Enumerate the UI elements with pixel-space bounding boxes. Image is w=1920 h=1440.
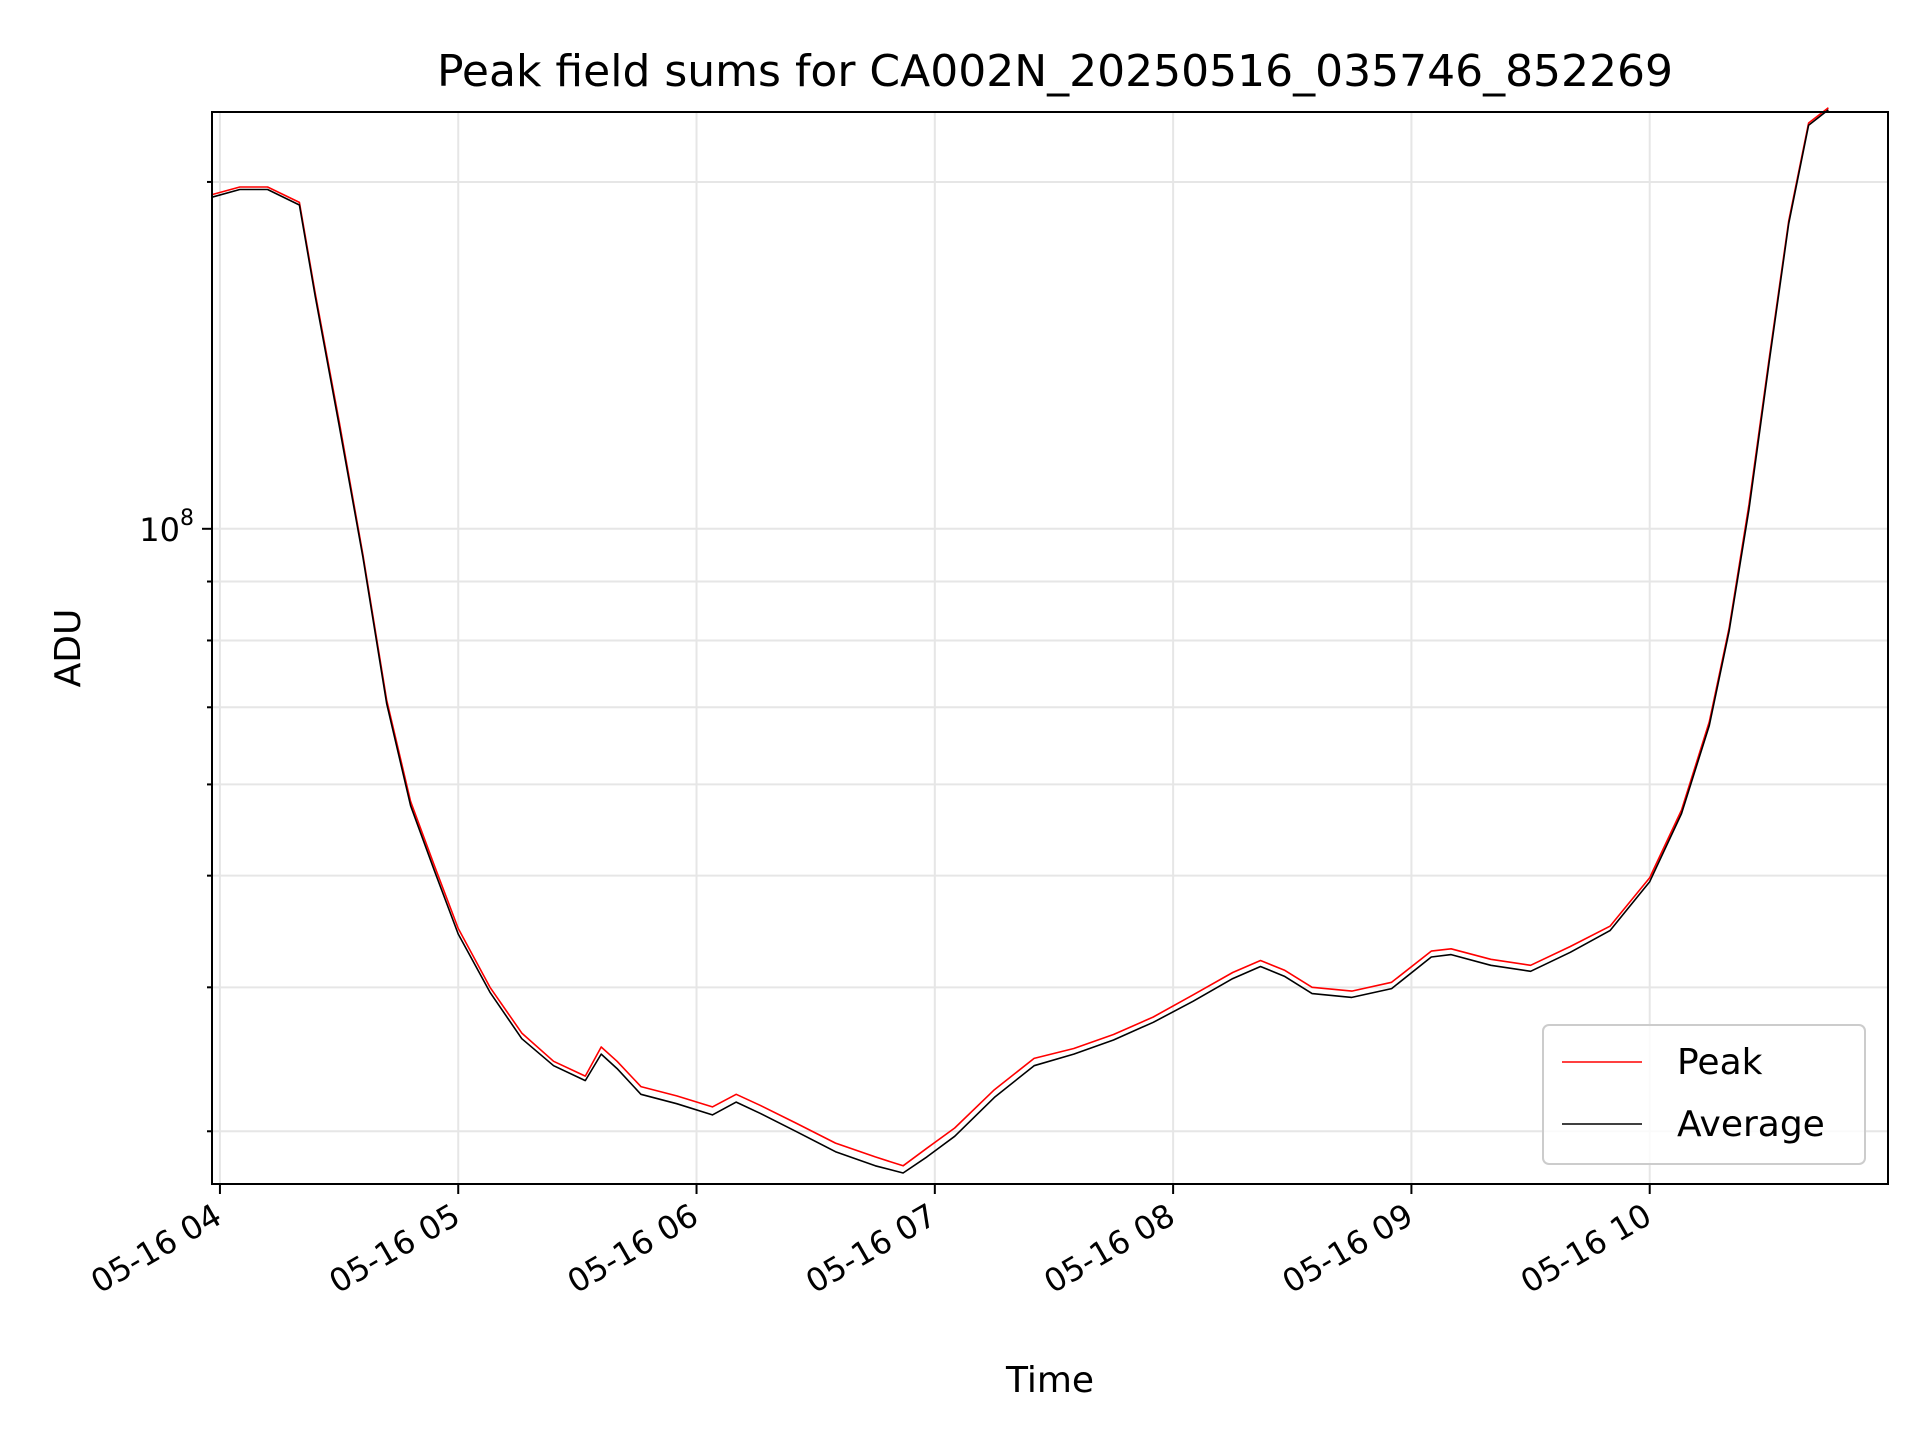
plot-area-frame (211, 111, 1889, 1185)
chart-title: Peak field sums for CA002N_20250516_0357… (437, 46, 1673, 97)
y-axis-ticks: 108 (139, 180, 212, 1133)
legend-label-peak: Peak (1677, 1042, 1763, 1083)
series-line-average (211, 109, 1829, 1174)
legend-box (1542, 1024, 1866, 1165)
y-axis-label: ADU (48, 609, 89, 688)
x-axis-label: Time (1005, 1360, 1094, 1401)
legend: Peak Average (1542, 1024, 1866, 1165)
series-line-peak (211, 107, 1829, 1167)
series-lines (211, 107, 1829, 1174)
grid (212, 112, 1888, 1184)
legend-label-average: Average (1677, 1104, 1825, 1145)
y-tick-label: 108 (139, 506, 194, 549)
